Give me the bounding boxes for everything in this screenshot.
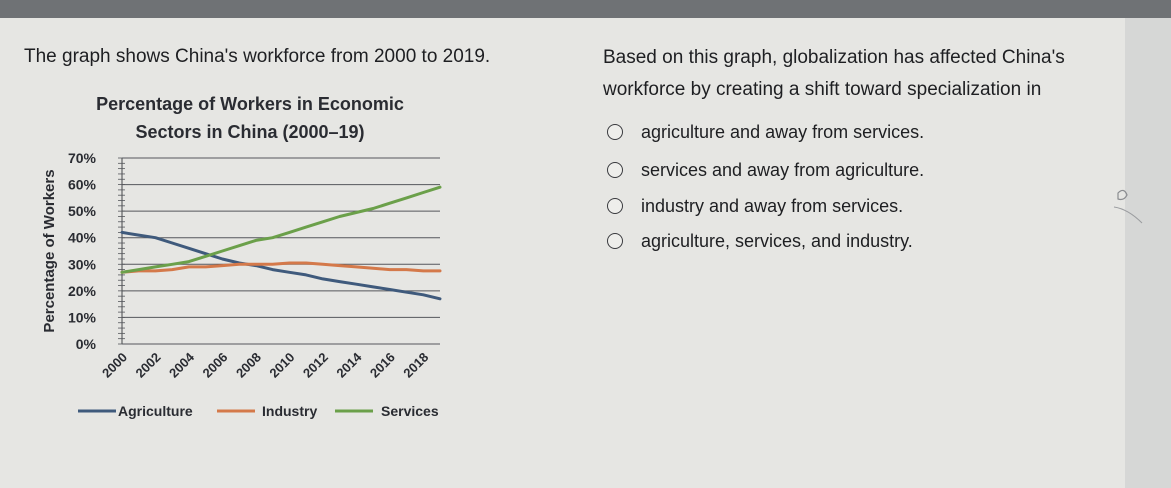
y-tick-label: 30% — [68, 256, 97, 272]
y-tick-label: 10% — [68, 309, 97, 325]
x-tick-label: 2002 — [133, 350, 164, 381]
x-tick-label: 2016 — [367, 350, 398, 381]
x-tick-label: 2008 — [233, 350, 264, 381]
x-tick-label: 2000 — [99, 350, 130, 381]
radio-button[interactable] — [607, 233, 623, 249]
legend-label-services: Services — [381, 403, 439, 419]
x-tick-label: 2012 — [300, 350, 331, 381]
worksheet-edge-shade — [1125, 18, 1171, 488]
answer-option-label: agriculture and away from services. — [641, 121, 925, 142]
answer-option-label: agriculture, services, and industry. — [641, 230, 913, 251]
series-line-industry — [120, 261, 442, 274]
x-tick-label: 2004 — [166, 349, 198, 381]
chart-title-line2: Sectors in China (2000–19) — [135, 122, 365, 142]
radio-button[interactable] — [607, 198, 623, 214]
answer-option-2[interactable]: services and away from agriculture. — [607, 158, 924, 182]
pencil-doodle-icon — [1113, 189, 1143, 224]
y-tick-label: 60% — [68, 177, 97, 193]
radio-button[interactable] — [607, 124, 623, 140]
answer-option-4[interactable]: agriculture, services, and industry. — [607, 229, 913, 253]
x-tick-label: 2010 — [266, 350, 297, 381]
legend-label-industry: Industry — [262, 403, 317, 419]
line-chart: 0% 10% 20% 30% 40% 50% 60% 70% Percentage of Wor… — [41, 150, 442, 419]
y-tick-label: 0% — [76, 336, 97, 352]
answer-option-label: services and away from agriculture. — [641, 159, 925, 180]
chart-title-line1: Percentage of Workers in Economic — [96, 94, 404, 114]
legend-label-agriculture: Agriculture — [118, 403, 193, 419]
x-tick-label: 2018 — [400, 350, 431, 381]
x-tick-label: 2014 — [333, 349, 365, 381]
question-prompt: Based on this graph, globalization has a… — [603, 47, 1065, 100]
y-tick-label: 40% — [68, 230, 97, 246]
series-line-services — [120, 185, 442, 274]
radio-button[interactable] — [607, 162, 623, 178]
answer-option-label: industry and away from services. — [641, 195, 904, 216]
series-line-agriculture — [120, 230, 442, 301]
answer-option-3[interactable]: industry and away from services. — [607, 194, 903, 218]
x-tick-label: 2006 — [199, 350, 230, 381]
answer-option-1[interactable]: agriculture and away from services. — [607, 120, 924, 144]
y-tick-label: 70% — [68, 150, 97, 166]
worksheet-background — [0, 18, 1171, 488]
y-axis-label: Percentage of Workers — [41, 169, 58, 332]
intro-text: The graph shows China's workforce from 2… — [24, 46, 491, 67]
y-tick-label: 20% — [68, 283, 97, 299]
y-tick-label: 50% — [68, 203, 97, 219]
